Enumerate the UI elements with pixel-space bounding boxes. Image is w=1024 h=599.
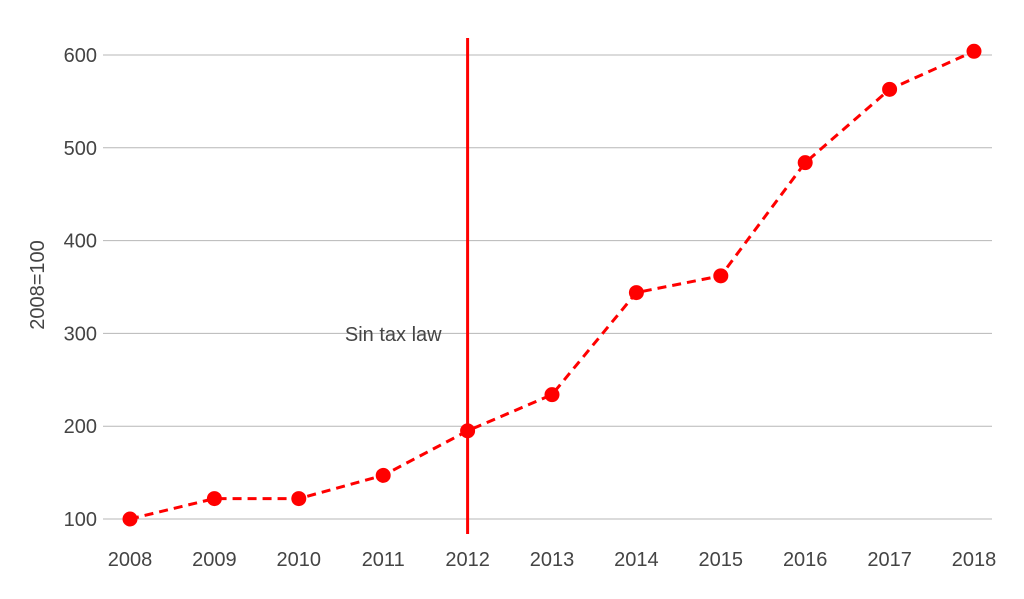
y-axis-title: 2008=100 — [27, 240, 49, 330]
x-tick-label: 2012 — [445, 549, 490, 571]
data-point — [544, 387, 560, 403]
y-tick-label: 500 — [64, 138, 97, 160]
x-tick-label: 2010 — [277, 549, 322, 571]
x-tick-label: 2016 — [783, 549, 828, 571]
data-point — [882, 81, 898, 97]
x-tick-label: 2009 — [192, 549, 237, 571]
series-group — [122, 43, 982, 527]
data-point — [291, 491, 307, 507]
y-tick-label: 400 — [64, 231, 97, 253]
y-tick-label: 300 — [64, 323, 97, 345]
y-tick-label: 200 — [64, 416, 97, 438]
series-line — [129, 49, 975, 521]
x-tick-label: 2013 — [530, 549, 575, 571]
y-axis-ticks: 100 200 300 400 500 600 — [64, 45, 97, 531]
data-point — [122, 511, 138, 527]
data-point — [628, 285, 644, 301]
x-tick-label: 2008 — [108, 549, 153, 571]
y-tick-label: 100 — [64, 509, 97, 531]
x-axis-ticks: 2008 2009 2010 2011 2012 2013 2014 2015 2016 2017… — [108, 549, 997, 571]
data-point — [713, 268, 729, 284]
x-tick-label: 2018 — [952, 549, 997, 571]
data-point — [375, 467, 391, 483]
annotation-label: Sin tax law — [345, 324, 442, 346]
data-point — [206, 491, 222, 507]
annotations: Sin tax law — [345, 38, 470, 534]
x-tick-label: 2014 — [614, 549, 659, 571]
gridlines — [103, 54, 992, 520]
data-point — [797, 155, 813, 171]
x-tick-label: 2017 — [867, 549, 912, 571]
data-point — [966, 43, 982, 59]
y-tick-label: 600 — [64, 45, 97, 67]
x-tick-label: 2015 — [699, 549, 744, 571]
x-tick-label: 2011 — [362, 549, 405, 571]
